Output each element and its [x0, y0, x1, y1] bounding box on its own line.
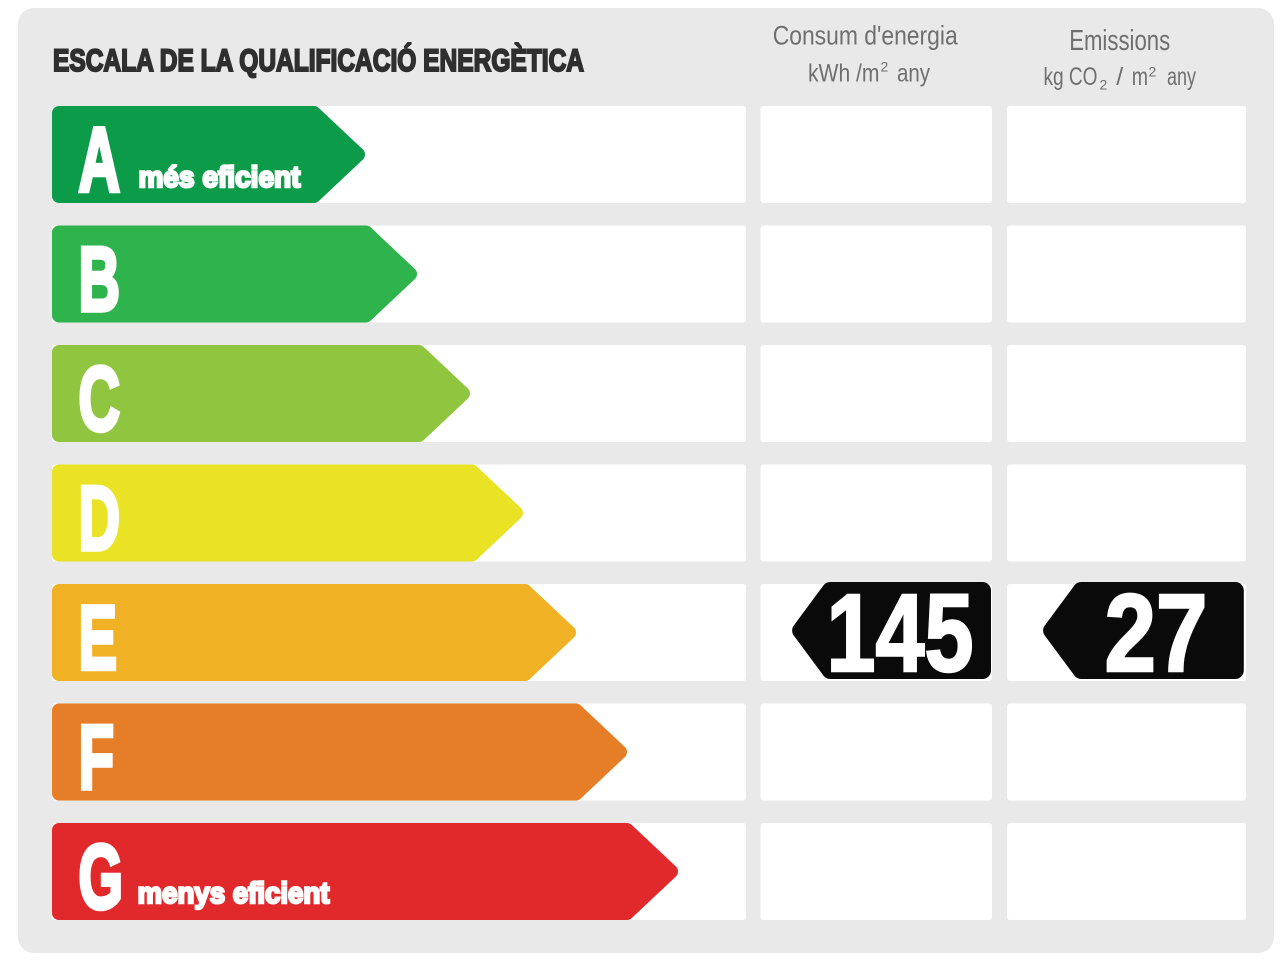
svg-text:2: 2 — [1149, 64, 1157, 80]
svg-text:més eficient: més eficient — [139, 161, 301, 194]
svg-text:27: 27 — [1105, 572, 1208, 695]
svg-text:2: 2 — [1100, 76, 1108, 92]
svg-text:D: D — [79, 469, 121, 570]
svg-text:kg CO: kg CO — [1044, 63, 1098, 91]
svg-text:2: 2 — [881, 59, 889, 75]
svg-text:menys eficient: menys eficient — [138, 877, 330, 910]
svg-text:Consum d'energia: Consum d'energia — [773, 20, 959, 50]
svg-text:ESCALA DE LA QUALIFICACIÓ ENER: ESCALA DE LA QUALIFICACIÓ ENERGÈTICA — [53, 42, 584, 78]
svg-text:E: E — [79, 588, 118, 689]
svg-text:any: any — [1167, 63, 1196, 91]
svg-text:kWh /m: kWh /m — [808, 60, 880, 88]
svg-text:145: 145 — [827, 572, 974, 695]
svg-text:/: / — [1116, 63, 1123, 91]
svg-text:A: A — [79, 110, 121, 211]
svg-text:G: G — [79, 827, 124, 928]
svg-text:any: any — [897, 60, 930, 88]
svg-text:Emissions: Emissions — [1069, 25, 1170, 57]
svg-text:F: F — [79, 708, 115, 809]
svg-text:C: C — [79, 349, 121, 450]
svg-text:B: B — [79, 230, 121, 331]
svg-text:m: m — [1132, 63, 1148, 91]
